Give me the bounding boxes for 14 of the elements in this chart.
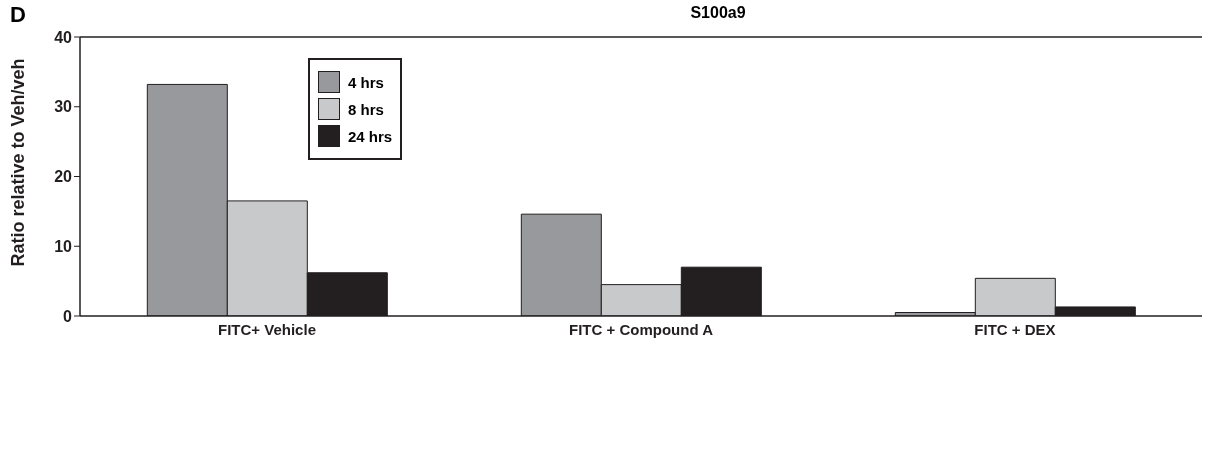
y-tick-label: 30 — [54, 98, 73, 116]
y-tick-label: 0 — [63, 307, 73, 325]
y-tick-label: 40 — [54, 28, 73, 46]
y-axis-title: Ratio relative to Veh/veh — [8, 58, 29, 267]
text: D — [10, 2, 26, 28]
chart-title: S100a9 — [689, 4, 747, 22]
legend-label: 8 hrs — [348, 100, 384, 118]
y-tick-label: 20 — [54, 168, 73, 186]
y-tick-label: 10 — [54, 237, 73, 255]
x-tick-label: FITC+ Vehicle — [218, 320, 316, 338]
x-tick-label: FITC + DEX — [974, 320, 1056, 338]
x-tick-label: FITC + Compound A — [568, 320, 714, 338]
legend-label: 24 hrs — [348, 127, 393, 145]
legend-label: 4 hrs — [348, 73, 384, 91]
